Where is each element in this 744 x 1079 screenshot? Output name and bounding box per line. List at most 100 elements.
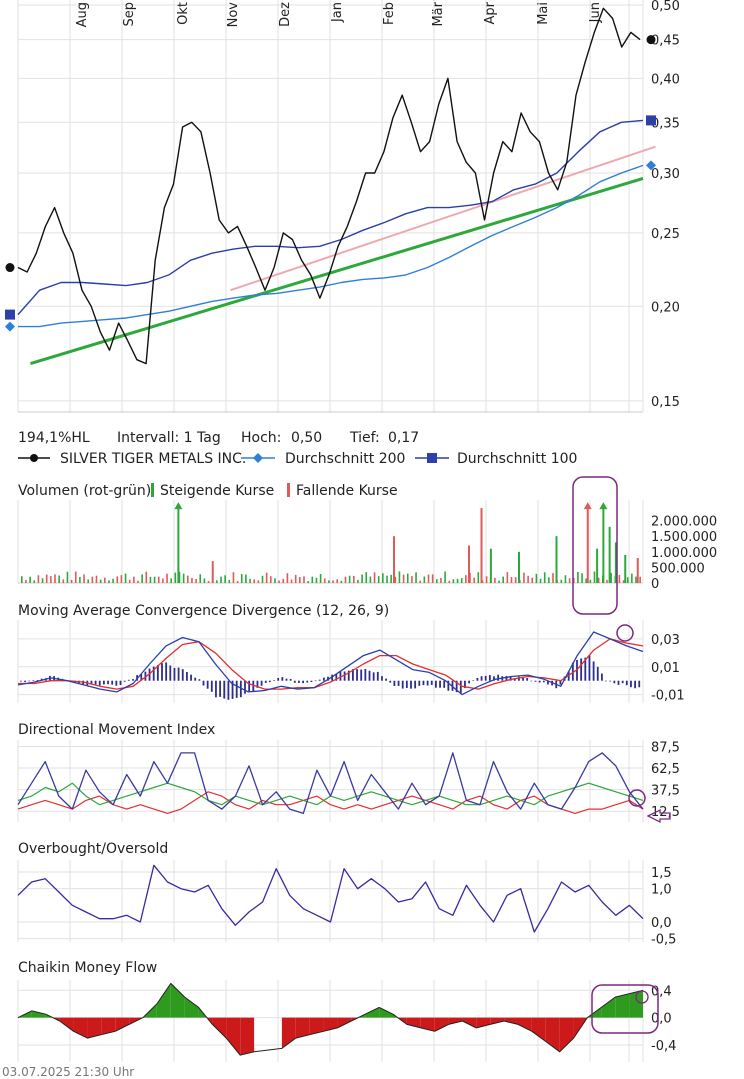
volume-bar [224, 575, 226, 583]
macd-histogram-bar [256, 680, 259, 688]
volume-bar [112, 578, 114, 583]
macd-histogram-bar [509, 676, 512, 681]
volume-bar [191, 577, 193, 583]
cmf-area [281, 1017, 296, 1049]
volume-bar [440, 577, 442, 583]
volume-bar [622, 580, 625, 583]
macd-histogram-bar [310, 680, 313, 682]
macd-histogram-bar [488, 675, 491, 681]
volume-bar [618, 575, 621, 583]
macd-histogram-bar [161, 663, 163, 681]
cmf-area [101, 1017, 116, 1035]
low-value: 0,17 [388, 430, 419, 446]
volume-bar [539, 578, 542, 583]
cmf-area [156, 983, 171, 1018]
high-label: Hoch: [241, 430, 281, 446]
macd-histogram-bar [522, 677, 524, 681]
volume-spike [586, 508, 589, 583]
performance-label: 194,1%HL [18, 430, 90, 446]
macd-histogram-bar [621, 680, 624, 684]
macd-histogram-bar [385, 678, 387, 681]
macd-histogram-bar [90, 680, 93, 685]
cmf-area [531, 1017, 546, 1042]
volume-bar [402, 574, 405, 583]
obos-y-tick: 1,0 [651, 883, 672, 898]
macd-histogram-bar [364, 669, 367, 681]
volume-bar [585, 578, 587, 583]
macd-histogram-bar [505, 675, 508, 681]
macd-histogram-bar [94, 680, 97, 685]
macd-histogram-bar [165, 662, 168, 681]
macd-histogram-bar [605, 680, 607, 682]
macd-histogram-bar [210, 680, 213, 692]
legend-falling-swatch [287, 483, 290, 497]
price-y-tick: 0,25 [651, 227, 680, 242]
volume-bar [282, 578, 285, 583]
volume-bar [398, 571, 401, 583]
volume-arrow [583, 502, 592, 510]
timestamp-label: 03.07.2025 21:30 Uhr [2, 1065, 134, 1079]
macd-histogram-bar [401, 680, 404, 689]
volume-bar [626, 577, 629, 583]
volume-bar [62, 579, 65, 583]
volume-bar [319, 573, 322, 583]
volume-bar [33, 580, 36, 583]
volume-arrow [174, 502, 183, 510]
macd-histogram-bar [397, 680, 400, 686]
dmi-title: Directional Movement Index [18, 722, 215, 738]
month-label-Dez: Dez [278, 2, 293, 27]
volume-bar [133, 576, 135, 583]
macd-histogram-bar [613, 680, 616, 684]
macd-histogram-bar [115, 680, 118, 686]
cmf-title: Chaikin Money Flow [18, 960, 157, 976]
dmi-y-tick: 87,5 [651, 740, 680, 755]
ma200-end-marker [646, 160, 656, 171]
cmf-area [31, 1010, 46, 1018]
dmi-adx-line [17, 752, 644, 815]
volume-bar [50, 576, 52, 583]
macd-histogram-bar [455, 680, 458, 693]
volume-bar [564, 575, 567, 583]
interval-label: Intervall: 1 Tag [117, 430, 221, 446]
cmf-area [309, 1017, 324, 1035]
macd-histogram-bar [281, 677, 284, 681]
volume-bar [216, 580, 218, 583]
volume-bar [344, 576, 347, 583]
macd-histogram-bar [368, 670, 371, 681]
volume-bar [149, 576, 152, 583]
volume-bar [162, 578, 164, 583]
macd-histogram-bar [107, 680, 109, 685]
macd-histogram-bar [103, 680, 105, 685]
macd-histogram-bar [596, 666, 599, 681]
macd-histogram-bar [410, 680, 412, 689]
volume-bar [543, 572, 546, 583]
volume-bar [361, 574, 363, 583]
volume-bar [187, 575, 189, 583]
volume-bar [593, 571, 596, 583]
macd-histogram-bar [630, 680, 632, 688]
volume-spike [480, 508, 483, 583]
volume-bar [382, 573, 384, 583]
month-label-Jun: Jun [588, 2, 603, 23]
macd-histogram-bar [389, 680, 392, 683]
macd-histogram-bar [439, 680, 441, 688]
macd-histogram-bar [435, 680, 437, 688]
cmf-area [337, 1017, 352, 1028]
cmf-area [476, 1017, 491, 1028]
volume-bar [323, 578, 326, 583]
macd-histogram-bar [343, 671, 346, 681]
volume-bar [589, 579, 592, 583]
volume-bar [535, 573, 538, 583]
volume-spike [518, 551, 520, 583]
macd-histogram-bar [542, 680, 545, 683]
macd-histogram-bar [584, 657, 587, 681]
volume-bar [514, 577, 517, 583]
volume-bar [240, 574, 243, 583]
macd-histogram-bar [123, 680, 126, 682]
volume-spike [489, 548, 492, 583]
macd-histogram-bar [239, 680, 242, 698]
volume-bar [406, 573, 409, 583]
macd-histogram-bar [372, 672, 375, 681]
macd-y-tick: 0,03 [651, 633, 680, 648]
volume-bar [145, 571, 148, 583]
